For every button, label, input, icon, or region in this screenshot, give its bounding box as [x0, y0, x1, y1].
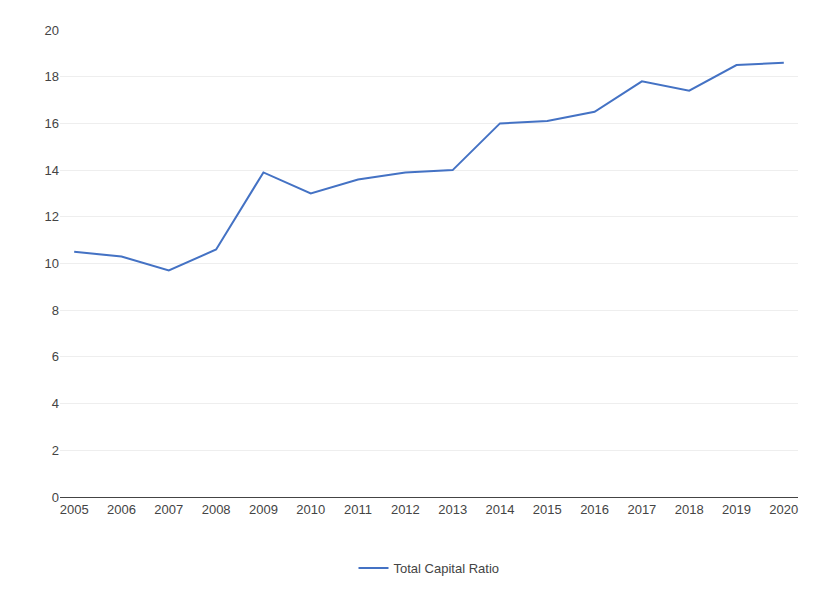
svg-text:12: 12 — [45, 209, 59, 224]
svg-text:0: 0 — [52, 490, 59, 505]
svg-text:2016: 2016 — [580, 502, 609, 517]
svg-text:18: 18 — [45, 69, 59, 84]
svg-text:2015: 2015 — [533, 502, 562, 517]
svg-text:2006: 2006 — [107, 502, 136, 517]
svg-text:2009: 2009 — [249, 502, 278, 517]
svg-text:20: 20 — [45, 23, 59, 38]
svg-text:16: 16 — [45, 116, 59, 131]
svg-text:2013: 2013 — [438, 502, 467, 517]
svg-text:2019: 2019 — [722, 502, 751, 517]
svg-text:2010: 2010 — [296, 502, 325, 517]
svg-text:2008: 2008 — [202, 502, 231, 517]
svg-text:2018: 2018 — [675, 502, 704, 517]
svg-text:2011: 2011 — [344, 502, 372, 517]
svg-text:2014: 2014 — [485, 502, 514, 517]
svg-text:2017: 2017 — [627, 502, 656, 517]
svg-text:2005: 2005 — [60, 502, 89, 517]
svg-text:2020: 2020 — [769, 502, 798, 517]
svg-text:4: 4 — [52, 396, 59, 411]
svg-text:Total Capital Ratio: Total Capital Ratio — [394, 561, 500, 576]
svg-text:14: 14 — [45, 163, 59, 178]
svg-text:2012: 2012 — [391, 502, 420, 517]
svg-text:8: 8 — [52, 303, 59, 318]
svg-text:2: 2 — [52, 443, 59, 458]
svg-text:10: 10 — [45, 256, 59, 271]
svg-text:6: 6 — [52, 349, 59, 364]
svg-text:2007: 2007 — [154, 502, 183, 517]
